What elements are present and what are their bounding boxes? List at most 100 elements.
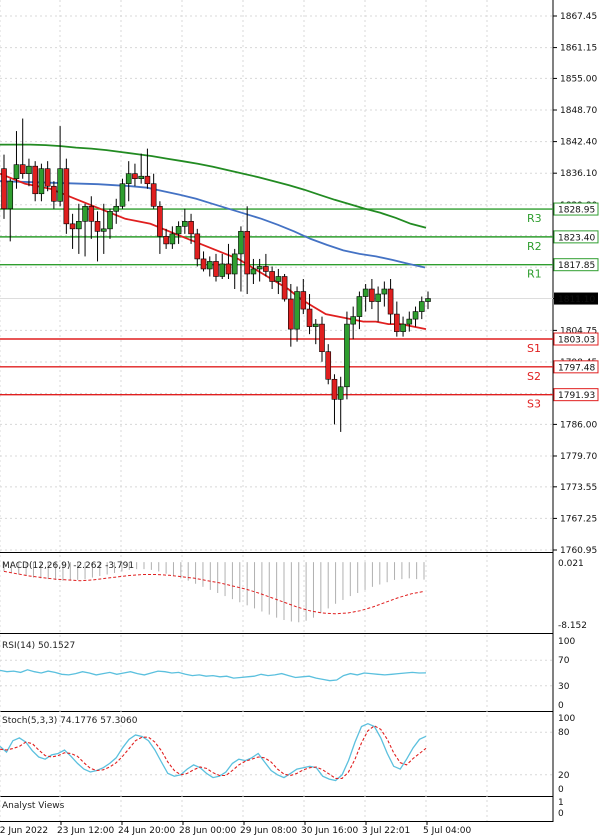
macd-tick-label: 0.021 xyxy=(558,559,584,569)
candle-body xyxy=(194,233,201,260)
candle-body xyxy=(206,261,213,270)
time-label: 3 Jul 22:01 xyxy=(362,826,410,836)
time-label: 28 Jun 00:00 xyxy=(179,826,236,836)
analyst-tick-label: 0 xyxy=(558,809,564,819)
stoch-tick-label: 0 xyxy=(558,785,564,795)
time-labels: 22 Jun 2022 23 Jun 12:00 24 Jun 20:00 28 Ju… xyxy=(0,821,472,836)
level-name-r1: R1 xyxy=(527,268,542,281)
macd-pane xyxy=(3,562,425,623)
candle-body xyxy=(306,308,313,327)
candle-body xyxy=(425,298,431,302)
candle-body xyxy=(57,168,63,202)
candle-body xyxy=(269,271,275,282)
candle-body xyxy=(219,263,226,277)
candle-body xyxy=(69,223,76,230)
current-price-tag xyxy=(554,292,598,305)
level-tag-box xyxy=(553,360,599,374)
candle-body xyxy=(182,221,188,227)
candle-body xyxy=(76,221,82,230)
candle-body xyxy=(394,313,400,332)
candle-body xyxy=(337,386,344,400)
candles xyxy=(1,118,431,432)
candle-body xyxy=(325,351,332,380)
candle-body xyxy=(113,205,120,212)
price-tick-label: 1836.10 xyxy=(560,169,597,179)
rsi-pane xyxy=(0,659,553,687)
rsi-tick-label: 30 xyxy=(558,682,570,692)
time-label: 24 Jun 20:00 xyxy=(118,826,175,836)
macd-signal-line xyxy=(3,570,425,615)
rsi-tick-label: 100 xyxy=(558,637,575,647)
analyst-views-label: Analyst Views xyxy=(2,801,65,811)
candle-body xyxy=(163,236,169,245)
level-tag-box xyxy=(553,332,599,346)
candle-body xyxy=(1,168,7,210)
candle-body xyxy=(51,185,57,202)
candle-body xyxy=(418,301,425,312)
price-tick-label: 1842.40 xyxy=(560,138,597,148)
candle-body xyxy=(82,205,88,222)
candle-body xyxy=(238,231,244,255)
candle-body xyxy=(94,221,101,232)
rsi-tick-label: 70 xyxy=(558,656,570,666)
candle-body xyxy=(412,311,419,320)
candle-body xyxy=(256,266,263,270)
sma-blue-line xyxy=(0,180,426,269)
stoch-label: Stoch(5,3,3) 74.1776 57.3060 xyxy=(2,716,138,726)
level-tag-value: 1791.93 xyxy=(558,391,595,401)
price-tick-label: 1848.70 xyxy=(560,106,597,116)
candle-body xyxy=(387,288,394,315)
level-tag-box xyxy=(553,258,599,272)
level-name-s2: S2 xyxy=(527,370,541,383)
candle-body xyxy=(244,231,250,275)
level-tag-box xyxy=(553,230,599,244)
candle-body xyxy=(157,205,163,237)
price-tick-label: 1779.70 xyxy=(560,452,597,462)
level-name-s3: S3 xyxy=(527,398,541,411)
stoch-tick-label: 80 xyxy=(558,728,570,738)
candle-body xyxy=(312,323,319,327)
level-tag-value: 1823.40 xyxy=(558,233,595,243)
candle-body xyxy=(344,323,350,388)
candle-body xyxy=(275,276,282,282)
candle-body xyxy=(107,210,113,230)
time-label: 30 Jun 16:00 xyxy=(301,826,358,836)
candle-body xyxy=(188,221,194,235)
candle-body xyxy=(300,291,307,310)
candle-body xyxy=(319,323,325,352)
candle-body xyxy=(250,268,257,275)
rsi-tick-label: 0 xyxy=(558,701,564,711)
time-label: 23 Jun 12:00 xyxy=(57,826,114,836)
rsi-ticks: 100 70 30 0 xyxy=(558,637,575,711)
stoch-pane xyxy=(0,722,553,782)
grid xyxy=(0,0,553,821)
rsi-line xyxy=(0,669,427,682)
candle-body xyxy=(225,263,232,275)
candle-body xyxy=(32,165,38,195)
time-label: 22 Jun 2022 xyxy=(0,826,48,836)
candle-body xyxy=(294,291,300,330)
candle-body xyxy=(362,288,369,297)
level-tag-box xyxy=(553,388,599,402)
macd-tick-label: -8.152 xyxy=(558,621,587,631)
candle-body xyxy=(356,296,363,317)
price-tick-label: 1855.00 xyxy=(560,74,597,84)
candle-body xyxy=(88,205,95,222)
analyst-tick-label: 1 xyxy=(558,798,564,808)
stoch-ticks: 100 80 20 0 xyxy=(558,714,575,795)
sma-green-line xyxy=(0,143,427,229)
candle-body xyxy=(331,378,338,400)
candle-body xyxy=(138,175,144,180)
candle-body xyxy=(169,233,176,245)
price-tick-label: 1804.75 xyxy=(560,326,597,336)
stoch-tick-label: 100 xyxy=(558,714,575,724)
candle-body xyxy=(44,168,51,187)
time-label: 29 Jun 08:00 xyxy=(240,826,297,836)
stoch-d-line xyxy=(0,725,427,779)
candle-body xyxy=(406,318,413,325)
analyst-ticks: 10 xyxy=(558,798,564,819)
candle-body xyxy=(369,288,375,302)
level-name-r2: R2 xyxy=(527,240,542,253)
price-ticks: 1867.45 1861.15 1855.00 1848.70 1842.40 1836.… xyxy=(553,12,597,556)
